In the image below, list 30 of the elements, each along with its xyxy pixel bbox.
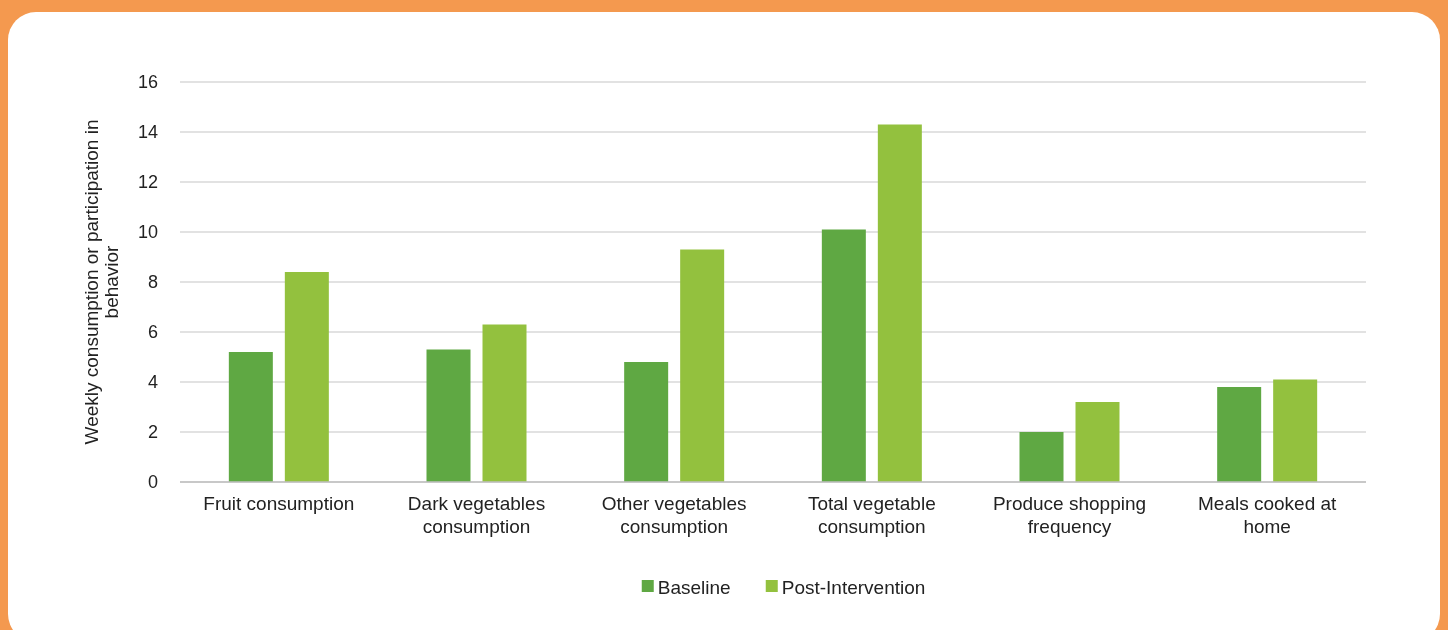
bar [1217,387,1262,482]
x-tick-label: Meals cooked at home [1197,493,1338,537]
y-axis-title: Weekly consumption or participation in behavior [81,119,122,445]
x-tick-label: Fruit consumption [203,493,355,514]
y-tick-label: 0 [147,472,158,493]
bar [284,272,329,482]
x-tick-label: Produce shopping frequency [992,493,1147,537]
y-tick-label: 12 [137,172,158,193]
bar [624,362,669,482]
x-tick-label: Other vegetables consumption [601,493,747,537]
y-tick-label: 4 [147,372,158,393]
y-tick-label: 6 [147,322,158,343]
bar [228,352,273,482]
bar [1019,432,1064,482]
y-tick-label: 8 [147,272,158,293]
x-tick-label: Total vegetable consumption [807,493,936,537]
bar [1075,402,1120,482]
legend-label: Post-Intervention [781,576,926,598]
x-tick-label: Dark vegetables consumption [407,493,546,537]
bar [821,229,866,482]
y-tick-label: 2 [147,422,158,443]
y-tick-label: 16 [137,72,158,93]
bar [680,249,725,482]
bar [1273,379,1318,482]
bar [482,324,527,482]
bar [426,349,471,482]
y-tick-label: 14 [137,122,158,143]
bar [877,124,922,482]
legend-label: Baseline [657,576,731,598]
y-tick-label: 10 [137,222,158,243]
